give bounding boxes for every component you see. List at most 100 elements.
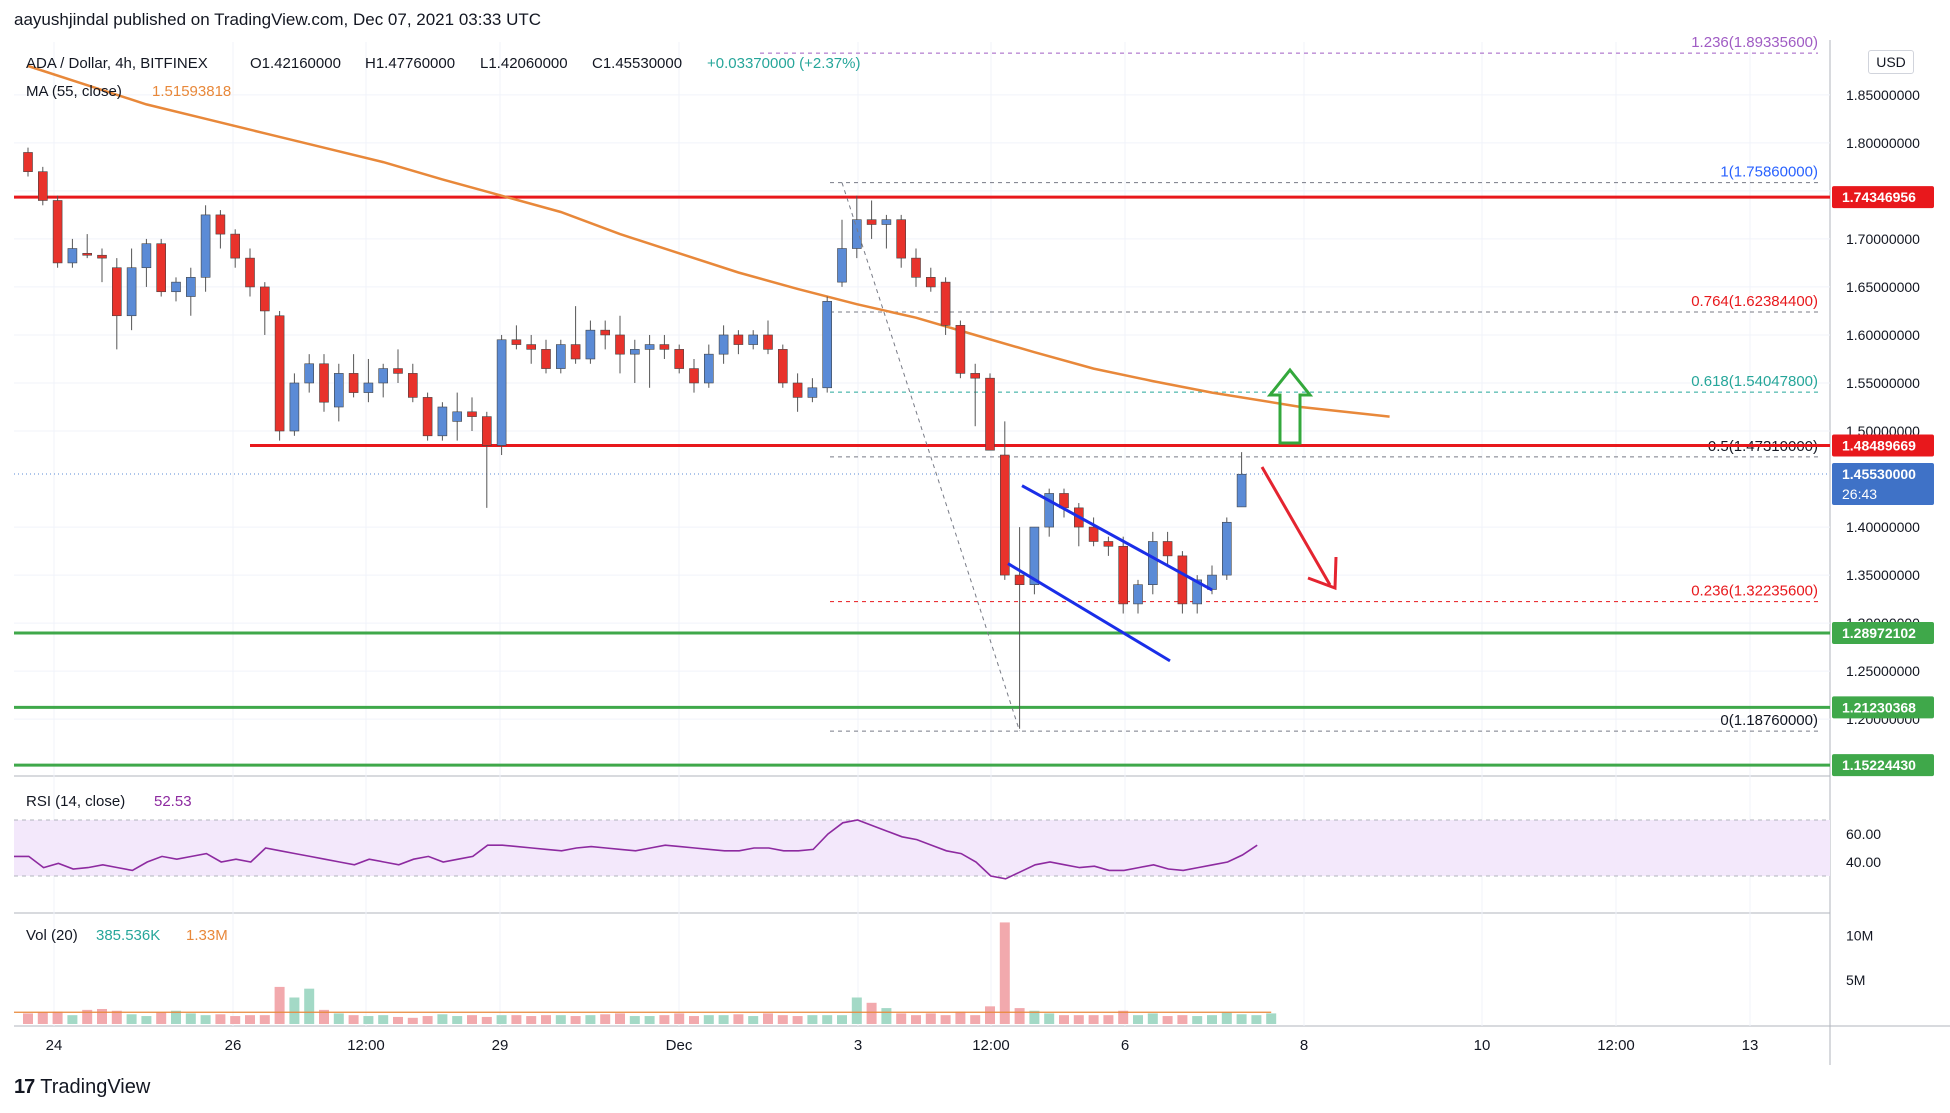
candle-body xyxy=(407,373,418,398)
volume-bar xyxy=(615,1013,625,1024)
volume-bar xyxy=(748,1016,759,1024)
candle-body xyxy=(1133,584,1143,605)
fib-trend-line xyxy=(841,182,1021,732)
volume-tick-label: 5M xyxy=(1846,972,1865,988)
volume-bar xyxy=(23,1013,33,1024)
volume-bar xyxy=(644,1016,655,1024)
candle-body xyxy=(37,171,48,201)
currency-button[interactable]: USD xyxy=(1868,50,1914,74)
volume-bar xyxy=(674,1013,685,1024)
volume-value-1: 385.536K xyxy=(96,927,160,944)
volume-bar xyxy=(970,1015,981,1024)
price-label: 1.15224430 xyxy=(1842,757,1916,773)
time-tick-label: 29 xyxy=(492,1037,509,1054)
volume-bar xyxy=(1162,1016,1173,1024)
volume-bar xyxy=(1103,1015,1114,1024)
arrow-down-icon xyxy=(1260,466,1332,586)
volume-bar xyxy=(1029,1010,1040,1024)
volume-bar xyxy=(733,1014,744,1024)
volume-bar xyxy=(1133,1015,1143,1024)
volume-bar xyxy=(777,1015,788,1024)
candle-body xyxy=(866,219,877,225)
price-label-bg xyxy=(1832,186,1934,209)
candle-body xyxy=(511,339,522,345)
volume-bar xyxy=(1221,1012,1232,1024)
price-tick-label: 1.70000000 xyxy=(1846,231,1920,247)
volume-panel: 10M 5M xyxy=(14,922,1873,1024)
candle-body xyxy=(526,344,537,350)
volume-bar xyxy=(896,1013,907,1024)
candle-body xyxy=(467,411,477,417)
volume-label: Vol (20) xyxy=(26,927,78,944)
candle-body xyxy=(230,233,240,259)
price-tick-label: 1.65000000 xyxy=(1846,279,1920,295)
candle-body xyxy=(215,214,226,235)
volume-bar xyxy=(1014,1008,1025,1024)
volume-bar xyxy=(289,997,300,1024)
candle-body xyxy=(940,281,951,326)
time-tick-label: 12:00 xyxy=(972,1037,1010,1054)
volume-bar xyxy=(925,1013,936,1024)
legend-open: O1.42160000 xyxy=(250,55,341,72)
volume-bar xyxy=(1073,1015,1084,1024)
candle-body xyxy=(333,373,344,408)
time-tick-label: 10 xyxy=(1474,1037,1491,1054)
candle-body xyxy=(259,286,270,312)
time-tick-label: Dec xyxy=(666,1037,693,1054)
price-tick-label: 1.55000000 xyxy=(1846,375,1920,391)
price-label: 1.28972102 xyxy=(1842,625,1916,641)
candle-body xyxy=(792,382,803,398)
candle-body xyxy=(319,363,329,403)
ma-value: 1.51593818 xyxy=(152,83,231,100)
volume-bar xyxy=(600,1014,611,1024)
price-label: 1.74346956 xyxy=(1842,189,1916,205)
volume-bar xyxy=(171,1010,181,1024)
volume-bar xyxy=(259,1015,270,1024)
candle-body xyxy=(1177,555,1188,605)
candle-body xyxy=(186,277,196,297)
candle-body xyxy=(452,411,463,422)
candle-body xyxy=(274,315,285,432)
ma-label: MA (55, close) xyxy=(26,83,122,100)
price-label-bg xyxy=(1832,434,1934,457)
volume-bar xyxy=(807,1015,818,1024)
volume-bar xyxy=(940,1015,951,1024)
tradingview-logo[interactable]: 17 TradingView xyxy=(14,1076,150,1099)
time-tick-label: 8 xyxy=(1300,1037,1308,1054)
candle-body xyxy=(1014,574,1025,585)
candle-body xyxy=(171,281,181,293)
candle-body xyxy=(378,368,389,384)
candle-body xyxy=(481,416,492,446)
volume-bar xyxy=(1118,1010,1129,1024)
volume-bar xyxy=(999,922,1010,1024)
volume-bar xyxy=(67,1015,78,1024)
volume-bar xyxy=(82,1009,93,1024)
rsi-tick-label: 60.00 xyxy=(1846,826,1881,842)
volume-bar xyxy=(363,1016,374,1024)
volume-bar xyxy=(126,1014,137,1024)
volume-bar xyxy=(541,1015,551,1024)
candle-body xyxy=(896,219,907,259)
legend-close: C1.45530000 xyxy=(592,55,682,72)
time-tick-label: 26 xyxy=(225,1037,242,1054)
volume-bar xyxy=(1192,1016,1203,1024)
candle-body xyxy=(748,334,759,345)
volume-bar xyxy=(52,1011,63,1024)
candle-body xyxy=(422,397,433,437)
volume-bar xyxy=(718,1015,729,1024)
candle-body xyxy=(82,253,92,256)
price-tick-label: 1.60000000 xyxy=(1846,327,1920,343)
volume-bar xyxy=(1059,1015,1069,1024)
volume-bar xyxy=(348,1015,359,1024)
candle-body xyxy=(881,219,892,225)
candle-body xyxy=(1236,473,1247,508)
volume-tick-label: 10M xyxy=(1846,928,1873,944)
time-tick-label: 12:00 xyxy=(347,1037,385,1054)
rsi-band xyxy=(14,820,1830,876)
ma55-line xyxy=(27,64,1390,418)
candle-body xyxy=(1192,579,1202,605)
price-label-bg xyxy=(1832,622,1934,645)
volume-bar xyxy=(585,1015,596,1024)
fib-level-label: 0.618(1.54047800) xyxy=(1691,373,1818,390)
